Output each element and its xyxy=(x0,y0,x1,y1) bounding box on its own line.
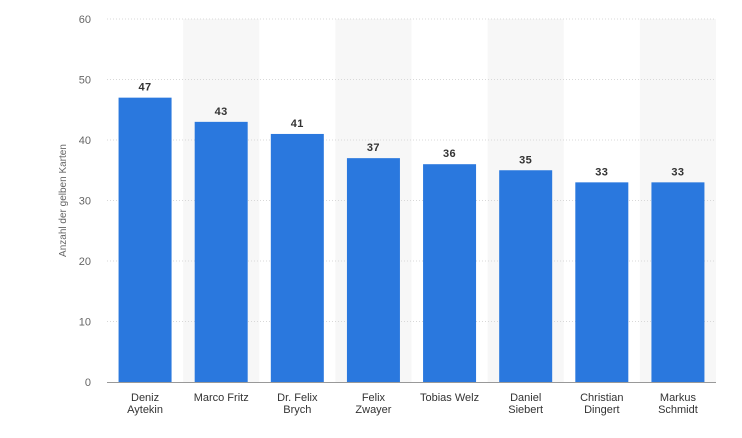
x-tick-label: Daniel Siebert xyxy=(508,392,543,416)
bar-value-label: 37 xyxy=(367,142,380,154)
x-tick-label: Christian Dingert xyxy=(580,392,623,416)
value-labels: 47 43 41 37 36 35 33 33 xyxy=(138,82,684,179)
x-tick-label: Dr. Felix Brych xyxy=(277,392,318,416)
bar xyxy=(194,121,248,382)
y-tick-label: 40 xyxy=(79,135,91,147)
y-tick-label: 10 xyxy=(79,317,91,329)
y-axis-ticks: 0 10 20 30 40 50 60 xyxy=(79,14,91,389)
bar xyxy=(499,170,553,382)
x-tick-label: Markus Schmidt xyxy=(658,392,698,416)
bar xyxy=(270,133,324,382)
bars xyxy=(118,97,705,383)
y-tick-label: 60 xyxy=(79,14,91,26)
bar xyxy=(118,97,172,383)
y-tick-label: 20 xyxy=(79,256,91,268)
bar-value-label: 36 xyxy=(443,148,456,160)
bar xyxy=(651,182,705,382)
x-tick-label: Felix Zwayer xyxy=(355,392,391,416)
x-axis-labels: Deniz Aytekin Marco Fritz Dr. Felix Brych Fel… xyxy=(127,392,698,416)
x-tick-label: Marco Fritz xyxy=(194,392,249,404)
y-axis-title: Anzahl der gelben Karten xyxy=(58,144,69,257)
bar-value-label: 47 xyxy=(138,82,151,94)
bar-value-label: 41 xyxy=(291,118,304,130)
bar xyxy=(575,182,629,382)
bar-value-label: 43 xyxy=(215,106,228,118)
x-tick-label: Deniz Aytekin xyxy=(127,392,163,416)
bar-value-label: 33 xyxy=(595,166,608,178)
bar xyxy=(423,164,477,382)
y-tick-label: 0 xyxy=(85,377,91,389)
y-tick-label: 50 xyxy=(79,75,91,87)
y-tick-label: 30 xyxy=(79,196,91,208)
x-tick-label: Tobias Welz xyxy=(420,392,479,404)
bar-value-label: 35 xyxy=(519,154,532,166)
bar xyxy=(346,158,400,382)
bar-value-label: 33 xyxy=(671,166,684,178)
